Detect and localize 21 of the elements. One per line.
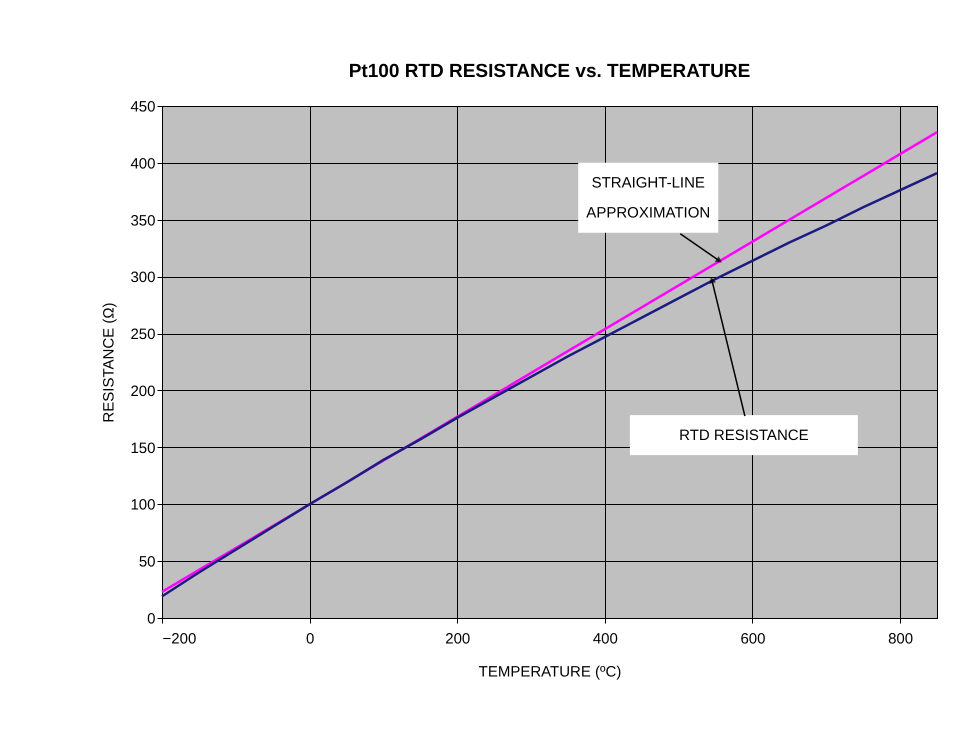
x-axis-title: TEMPERATURE (ºC) — [478, 664, 622, 680]
x-tick-label: 0 — [306, 630, 314, 648]
x-tick-label: −200 — [162, 630, 196, 648]
y-tick-label: 450 — [130, 98, 156, 116]
x-tick-label: 400 — [592, 630, 618, 648]
annotation: RTD RESISTANCE — [679, 427, 809, 444]
x-tick-label: 200 — [445, 630, 470, 648]
y-tick-label: 150 — [130, 440, 156, 457]
x-tick-label: 800 — [888, 630, 914, 648]
y-tick-label: 50 — [138, 554, 156, 571]
y-tick-label: 0 — [147, 610, 156, 628]
y-tick-label: 200 — [130, 382, 156, 400]
y-tick-label: 100 — [130, 496, 156, 514]
y-tick-label: 350 — [130, 212, 156, 230]
y-tick-label: 400 — [130, 155, 156, 172]
chart-title: Pt100 RTD RESISTANCE vs. TEMPERATURE — [348, 61, 750, 82]
y-axis-title: RESISTANCE (Ω) — [100, 302, 118, 423]
annotation: STRAIGHT-LINE APPROXIMATION — [586, 174, 710, 222]
y-tick-label: 250 — [130, 326, 156, 344]
y-tick-label: 300 — [130, 269, 156, 286]
x-tick-label: 600 — [740, 630, 766, 648]
